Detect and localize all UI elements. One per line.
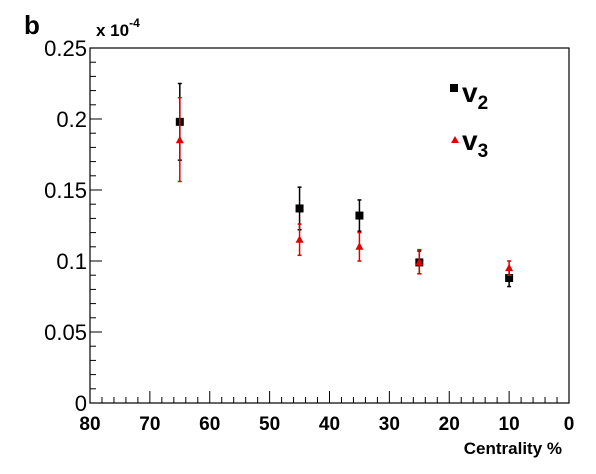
- series-v2: [175, 82, 514, 288]
- axis-multiplier-base: x 10: [96, 21, 129, 40]
- data-point-square: [505, 274, 514, 283]
- y-tick-label: 0.25: [44, 36, 87, 61]
- axis-multiplier-exponent: -4: [129, 16, 140, 30]
- legend-label-v2-name: v: [462, 77, 478, 108]
- legend-label-v2-sub: 2: [478, 93, 489, 114]
- x-tick-label: 20: [439, 414, 460, 435]
- data-point-triangle: [295, 235, 304, 243]
- data-point-square: [295, 204, 304, 213]
- panel-label: b: [24, 10, 40, 40]
- data-point-triangle: [175, 135, 184, 144]
- data-point-triangle: [415, 257, 424, 266]
- legend-label-v3-name: v: [462, 125, 478, 156]
- y-tick-label: 0.15: [44, 178, 87, 203]
- legend-label-v3-sub: 3: [478, 141, 489, 162]
- legend-marker-v2: [450, 84, 458, 92]
- legend-label-v2: v2: [462, 77, 488, 114]
- y-tick-label: 0.2: [56, 107, 87, 132]
- legend: v2 v3: [450, 77, 488, 162]
- x-tick-label: 30: [379, 414, 400, 435]
- x-tick-label: 70: [139, 414, 160, 435]
- plot-frame: [89, 47, 570, 404]
- y-tick-labels: 0 0.05 0.1 0.15 0.2 0.25: [44, 36, 87, 416]
- y-tick-label: 0: [75, 391, 87, 416]
- axis-multiplier: x 10-4: [96, 16, 140, 40]
- axis-ticks: [89, 47, 570, 404]
- x-tick-label: 80: [79, 414, 100, 435]
- x-tick-label: 40: [319, 414, 340, 435]
- x-tick-label: 0: [564, 414, 575, 435]
- data-points: [175, 82, 514, 288]
- data-point-square: [355, 211, 364, 220]
- x-tick-label: 50: [259, 414, 280, 435]
- y-tick-label: 0.1: [56, 249, 87, 274]
- x-tick-labels: 80 70 60 50 40 30 20 10 0: [79, 414, 574, 435]
- x-axis-label: Centrality %: [464, 439, 562, 458]
- x-tick-label: 10: [499, 414, 520, 435]
- data-point-triangle: [505, 263, 514, 272]
- x-tick-label: 60: [199, 414, 220, 435]
- data-point-triangle: [355, 242, 364, 250]
- legend-label-v3: v3: [462, 125, 488, 162]
- series-v3: [175, 96, 514, 276]
- legend-marker-v3: [451, 136, 459, 143]
- y-tick-label: 0.05: [44, 320, 87, 345]
